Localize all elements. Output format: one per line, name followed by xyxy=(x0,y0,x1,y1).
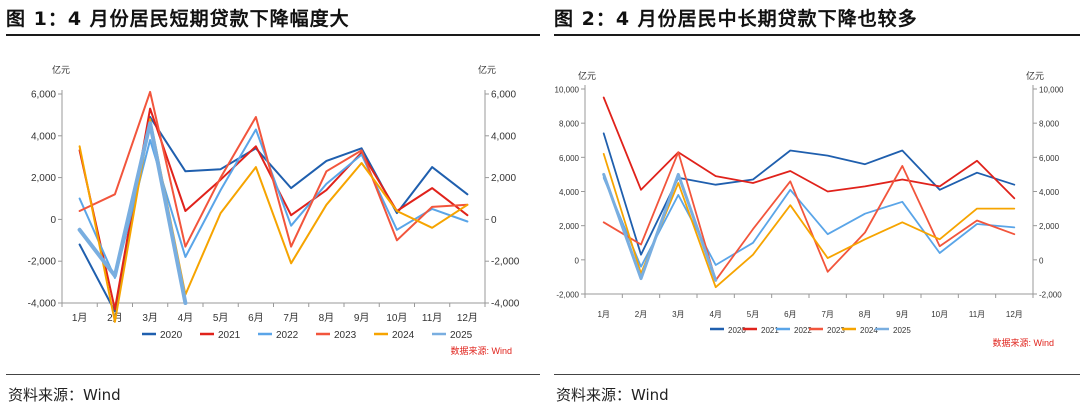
x-tick-label: 11月 xyxy=(969,310,985,319)
legend-label-2023: 2023 xyxy=(827,326,845,335)
source-rule xyxy=(6,374,540,375)
series-line-2022 xyxy=(78,128,469,279)
figure-title: 图 1：4 月份居民短期贷款下降幅度大 xyxy=(6,8,350,30)
x-tick-label: 5月 xyxy=(747,310,759,319)
y-tick-label-right: 6,000 xyxy=(491,90,516,101)
y-tick-label-left: -2,000 xyxy=(556,291,579,300)
y-tick-label-right: 2,000 xyxy=(1039,222,1060,231)
legend-label-2025: 2025 xyxy=(893,326,911,335)
x-tick-label: 10月 xyxy=(931,310,948,319)
y-tick-label-left: 4,000 xyxy=(31,131,56,142)
legend-label-2024: 2024 xyxy=(860,326,878,335)
title-rule xyxy=(554,34,1080,36)
series-line-2024 xyxy=(78,118,469,323)
x-tick-label: 3月 xyxy=(672,310,684,319)
x-tick-label: 6月 xyxy=(784,310,796,319)
chart-source-note: 数据来源: Wind xyxy=(992,337,1054,348)
y-tick-label-left: -2,000 xyxy=(28,257,57,268)
y-tick-label-right: 2,000 xyxy=(491,173,516,184)
x-tick-label: 12月 xyxy=(457,312,478,324)
series-line-2025 xyxy=(602,172,718,282)
figure-panel-right: 图 2：4 月份居民中长期贷款下降也较多 亿元 亿元 -2,000 -2,000 0 0 2… xyxy=(548,0,1080,407)
title-rule xyxy=(6,34,540,36)
figure-panel-left: 图 1：4 月份居民短期贷款下降幅度大 亿元 亿元 -4,000 -4,000 -2,0… xyxy=(6,8,540,404)
series-line-2023 xyxy=(602,151,1016,282)
x-tick-label: 8月 xyxy=(319,312,335,324)
legend-label-2020: 2020 xyxy=(728,326,746,335)
x-tick-label: 6月 xyxy=(248,312,264,324)
y-tick-label-left: 8,000 xyxy=(559,120,580,129)
y-tick-label-left: 2,000 xyxy=(31,173,56,184)
figure-title: 图 2：4 月份居民中长期贷款下降也较多 xyxy=(554,8,918,30)
y-tick-label-left: 4,000 xyxy=(559,188,580,197)
legend-label-2022: 2022 xyxy=(794,326,812,335)
y-tick-label-left: 6,000 xyxy=(31,90,56,101)
x-tick-label: 3月 xyxy=(142,312,158,324)
x-tick-label: 12月 xyxy=(1006,310,1023,319)
x-tick-label: 8月 xyxy=(859,310,871,319)
y-tick-label-left: 10,000 xyxy=(555,86,580,95)
y-tick-label-right: 8,000 xyxy=(1039,120,1060,129)
x-tick-label: 9月 xyxy=(354,312,370,324)
chart-source-note: 数据来源: Wind xyxy=(450,345,512,356)
x-tick-label: 9月 xyxy=(896,310,908,319)
series-line-2021 xyxy=(602,96,1016,200)
y-unit-left: 亿元 xyxy=(52,64,70,75)
y-tick-label-right: 0 xyxy=(1039,256,1044,265)
source-text: 资料来源：Wind xyxy=(556,386,669,404)
y-unit-right: 亿元 xyxy=(478,64,496,75)
y-tick-label-right: 10,000 xyxy=(1039,86,1064,95)
x-tick-label: 7月 xyxy=(821,310,833,319)
legend-label-2021: 2021 xyxy=(761,326,779,335)
y-tick-label-right: -2,000 xyxy=(491,257,520,268)
legend-label-2025: 2025 xyxy=(450,330,473,341)
y-unit-right: 亿元 xyxy=(1026,70,1044,81)
source-text: 资料来源：Wind xyxy=(8,386,121,404)
y-tick-label-right: 4,000 xyxy=(491,131,516,142)
legend-label-2022: 2022 xyxy=(276,330,299,341)
series-line-2024 xyxy=(602,153,1016,289)
line-chart-short-term-loans: 亿元 亿元 -4,000 -4,000 -2,000 -2,000 0 0 2,000 2,000… xyxy=(28,64,520,356)
x-tick-label: 1月 xyxy=(597,310,609,319)
y-tick-label-right: 6,000 xyxy=(1039,154,1060,163)
y-tick-label-right: 4,000 xyxy=(1039,188,1060,197)
series-line-2022 xyxy=(602,176,1016,268)
y-tick-label-left: 0 xyxy=(575,256,580,265)
legend-label-2021: 2021 xyxy=(218,330,241,341)
series-line-2025 xyxy=(77,121,188,305)
legend-label-2024: 2024 xyxy=(392,330,415,341)
y-unit-left: 亿元 xyxy=(578,70,596,81)
x-tick-label: 10月 xyxy=(386,312,407,324)
x-tick-label: 7月 xyxy=(283,312,299,324)
series-line-2021 xyxy=(78,107,469,311)
legend-label-2023: 2023 xyxy=(334,330,357,341)
y-tick-label-left: -4,000 xyxy=(28,299,57,310)
x-tick-label: 4月 xyxy=(709,310,721,319)
x-tick-label: 5月 xyxy=(213,312,229,324)
y-tick-label-right: 0 xyxy=(491,215,497,226)
x-tick-label: 4月 xyxy=(178,312,194,324)
source-rule xyxy=(554,374,1080,375)
x-tick-label: 1月 xyxy=(72,312,88,324)
line-chart-long-term-loans: 亿元 亿元 -2,000 -2,000 0 0 2,000 2,000 4,000 4,000 6,… xyxy=(555,70,1064,348)
y-tick-label-left: 6,000 xyxy=(559,154,580,163)
y-tick-label-right: -4,000 xyxy=(491,299,520,310)
series-line-2023 xyxy=(78,90,469,248)
y-tick-label-right: -2,000 xyxy=(1039,291,1062,300)
x-tick-label: 2月 xyxy=(635,310,647,319)
y-tick-label-left: 0 xyxy=(50,215,56,226)
y-tick-label-left: 2,000 xyxy=(559,222,580,231)
x-tick-label: 11月 xyxy=(422,312,442,324)
legend-label-2020: 2020 xyxy=(160,330,183,341)
